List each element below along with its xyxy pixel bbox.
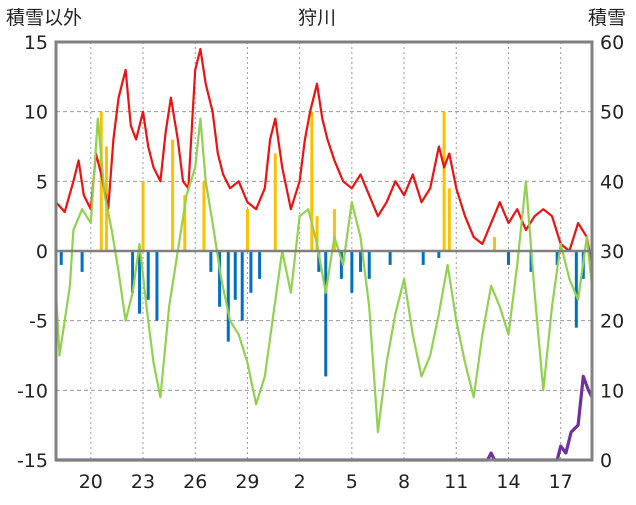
y-left-tick-label: 5 <box>36 171 48 193</box>
precip-bar <box>310 111 314 252</box>
temp_below_zero_bar-bar <box>339 251 343 279</box>
temp_below_zero_bar-bar <box>209 251 213 272</box>
temp_below_zero_bar-bar <box>324 251 328 377</box>
temp_below_zero_bar-bar <box>155 251 159 321</box>
temp_below_zero_bar-bar <box>421 251 425 265</box>
precip-bar <box>447 188 451 251</box>
temp_below_zero_bar-bar <box>367 251 371 279</box>
x-tick-label: 14 <box>496 471 520 493</box>
precip-bar <box>183 195 187 251</box>
x-tick-label: 5 <box>346 471 358 493</box>
precip-bar <box>141 181 145 251</box>
right-axis-title: 積雪 <box>588 7 626 29</box>
temp_below_zero_bar-bar <box>258 251 262 279</box>
temp_below_zero_bar-bar <box>240 251 244 321</box>
y-right-tick-label: 10 <box>600 380 624 402</box>
y-left-tick-label: -10 <box>17 380 48 402</box>
x-tick-label: 23 <box>131 471 155 493</box>
precip-bar <box>315 216 319 251</box>
precip-bar <box>99 111 103 252</box>
temp_below_zero_bar-bar <box>80 251 84 272</box>
precip-bar <box>332 209 336 251</box>
precip-bar <box>245 209 249 251</box>
temp_below_zero_bar-bar <box>59 251 63 265</box>
temp_below_zero_bar-bar <box>131 251 135 293</box>
y-right-tick-label: 20 <box>600 311 624 333</box>
precip-bar <box>171 139 175 251</box>
y-right-tick-label: 40 <box>600 171 624 193</box>
temp_below_zero_bar-bar <box>555 251 559 265</box>
y-right-tick-label: 60 <box>600 32 624 54</box>
precip-bar <box>442 111 446 252</box>
temp_below_zero_bar-bar <box>138 251 142 314</box>
y-right-tick-label: 0 <box>600 450 612 472</box>
x-tick-label: 29 <box>235 471 259 493</box>
temp_below_zero_bar-bar <box>350 251 354 293</box>
temp_below_zero_bar-bar <box>146 251 150 300</box>
chart-title: 狩川 <box>298 7 336 29</box>
plot-frame <box>54 40 594 462</box>
y-left-tick-label: 10 <box>24 102 48 124</box>
precip-bar <box>202 181 206 251</box>
snow_depth-line <box>56 374 594 462</box>
y-left-tick-label: -15 <box>17 450 48 472</box>
x-tick-label: 20 <box>79 471 103 493</box>
y-right-tick-label: 30 <box>600 241 624 263</box>
temp_below_zero_bar-bar <box>226 251 230 342</box>
precip-bar <box>493 237 497 251</box>
temp_below_zero_bar-bar <box>317 251 321 272</box>
x-tick-label: 11 <box>444 471 468 493</box>
y-right-tick-label: 50 <box>600 102 624 124</box>
y-left-tick-label: 0 <box>36 241 48 263</box>
x-tick-label: 8 <box>398 471 410 493</box>
x-tick-label: 26 <box>183 471 207 493</box>
temp_below_zero_bar-bar <box>359 251 363 272</box>
temp_below_zero_bar-bar <box>218 251 222 307</box>
precip-bar <box>273 153 277 251</box>
temp_below_zero_bar-bar <box>388 251 392 265</box>
temp_below_zero_bar-bar <box>574 251 578 328</box>
max_temp-line <box>55 47 594 266</box>
x-tick-label: 17 <box>549 471 573 493</box>
y-left-tick-label: 15 <box>24 32 48 54</box>
temp_below_zero_bar-bar <box>506 251 510 265</box>
line-layer <box>54 47 594 462</box>
x-tick-label: 2 <box>294 471 306 493</box>
temp_below_zero_bar-bar <box>233 251 237 300</box>
bar-layer <box>59 111 585 377</box>
temp_below_zero_bar-bar <box>249 251 253 293</box>
temp_below_zero_bar-bar <box>437 251 441 258</box>
min_temp-line <box>54 117 594 434</box>
left-axis-title: 積雪以外 <box>6 7 82 29</box>
y-left-tick-label: -5 <box>29 311 48 333</box>
